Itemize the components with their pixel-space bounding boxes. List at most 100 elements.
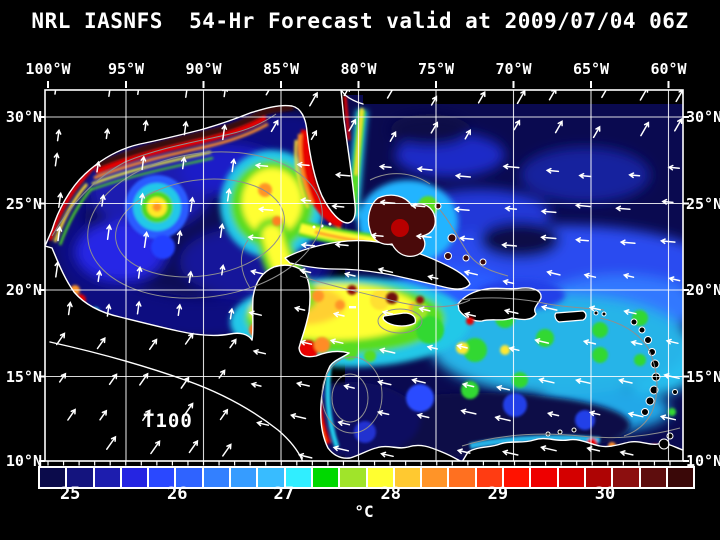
wind-arrow <box>546 269 561 276</box>
wind-arrow <box>463 311 477 318</box>
islands <box>284 194 587 327</box>
wind-arrow <box>623 309 637 315</box>
wind-arrow <box>502 279 515 285</box>
wind-arrow <box>225 187 232 202</box>
colorbar-cell <box>121 468 148 487</box>
lat-label: 30°N <box>686 108 720 126</box>
wind-arrow <box>513 119 521 131</box>
wind-arrow <box>309 91 318 107</box>
wind-arrow <box>661 198 674 205</box>
wind-arrow <box>139 192 146 206</box>
land-mexico-central-america <box>45 246 461 461</box>
wind-arrow <box>619 450 634 456</box>
wind-arrow <box>54 260 61 278</box>
wind-arrow <box>252 349 267 355</box>
wind-arrow <box>94 160 101 173</box>
colorbar-cell <box>258 468 284 487</box>
wind-arrow <box>99 409 108 421</box>
lat-label: 20°N <box>5 281 42 299</box>
wind-arrow <box>546 411 560 417</box>
wind-arrow <box>334 241 349 248</box>
wind-arrow <box>222 90 228 98</box>
wind-arrow <box>189 196 195 213</box>
wind-arrow <box>628 172 641 179</box>
wind-arrow <box>377 379 392 386</box>
colorbar-tick-label: 30 <box>594 484 616 504</box>
wind-arrow <box>254 162 269 169</box>
wind-arrow <box>379 199 396 206</box>
lat-label: 20°N <box>686 281 720 299</box>
wind-arrow <box>256 420 270 427</box>
bathymetry-contours <box>51 113 681 447</box>
wind-arrow <box>516 90 526 105</box>
wind-arrow <box>458 235 474 242</box>
wind-arrow <box>343 90 351 97</box>
wind-arrow <box>296 161 310 168</box>
colorbar-cell <box>504 468 530 487</box>
wind-arrow <box>381 309 394 316</box>
page-title: NRL IASNFS 54-Hr Forecast valid at 2009/… <box>31 9 689 33</box>
wind-arrow <box>332 445 350 452</box>
colorbar-cell <box>149 468 175 487</box>
colorbar-unit: °C <box>354 502 374 521</box>
wind-arrow <box>104 127 111 140</box>
wind-arrow <box>55 332 66 346</box>
wind-arrow <box>578 172 592 179</box>
colorbar-cell <box>449 468 475 487</box>
colorbar-cell <box>585 468 612 487</box>
wind-arrow <box>142 409 151 422</box>
colorbar-cell <box>558 468 584 487</box>
colorbar-cell <box>176 468 202 487</box>
colorbar-cell <box>203 468 230 487</box>
wind-arrow <box>142 119 149 132</box>
wind-arrow <box>411 377 426 384</box>
wind-arrow <box>640 121 650 137</box>
wind-arrow <box>219 264 226 276</box>
wind-arrow <box>415 233 432 240</box>
wind-arrow <box>426 344 438 351</box>
colorbar-cell <box>312 468 339 487</box>
lon-label: 95°W <box>107 60 145 78</box>
colorbar-cell <box>667 468 694 487</box>
wind-arrow <box>334 172 351 178</box>
wind-arrow <box>540 234 557 241</box>
wind-arrow <box>667 164 681 171</box>
wind-arrow <box>140 155 147 171</box>
wind-arrow <box>184 332 194 345</box>
wind-arrow <box>508 346 520 352</box>
wind-arrow <box>416 412 430 419</box>
colorbar-cell <box>613 468 639 487</box>
wind-arrow <box>454 173 472 179</box>
wind-arrow <box>55 128 62 142</box>
wind-arrow <box>247 234 265 241</box>
colorbar-tick-label: 27 <box>273 484 294 504</box>
wind-arrow <box>582 339 597 345</box>
wind-arrow <box>501 449 519 456</box>
lon-label: 60°W <box>650 60 687 78</box>
wind-arrow <box>588 410 601 417</box>
wind-arrow <box>540 445 557 452</box>
wind-arrow <box>477 90 486 104</box>
wind-arrow <box>675 90 683 103</box>
wind-arrow <box>66 301 73 316</box>
wind-arrow <box>53 152 60 167</box>
wind-arrow <box>348 118 357 132</box>
wind-arrow <box>343 383 355 390</box>
colorbar-tick-label: 25 <box>59 484 81 504</box>
lon-label: 100°W <box>25 60 71 78</box>
lat-label: 15°N <box>5 367 42 386</box>
wind-arrow <box>106 435 117 450</box>
wind-arrow <box>461 382 475 388</box>
wind-arrow <box>96 269 103 283</box>
colorbar-tick-label: 28 <box>380 484 402 504</box>
wind-arrow <box>627 411 644 418</box>
wind-arrows <box>53 90 683 459</box>
wind-arrow <box>295 381 310 387</box>
wind-arrow <box>463 269 478 276</box>
wind-arrow <box>540 304 558 311</box>
wind-arrow <box>548 90 557 101</box>
wind-arrow <box>54 90 57 95</box>
wind-arrow <box>386 90 396 99</box>
wind-arrow <box>290 413 307 420</box>
wind-arrow <box>379 347 396 354</box>
